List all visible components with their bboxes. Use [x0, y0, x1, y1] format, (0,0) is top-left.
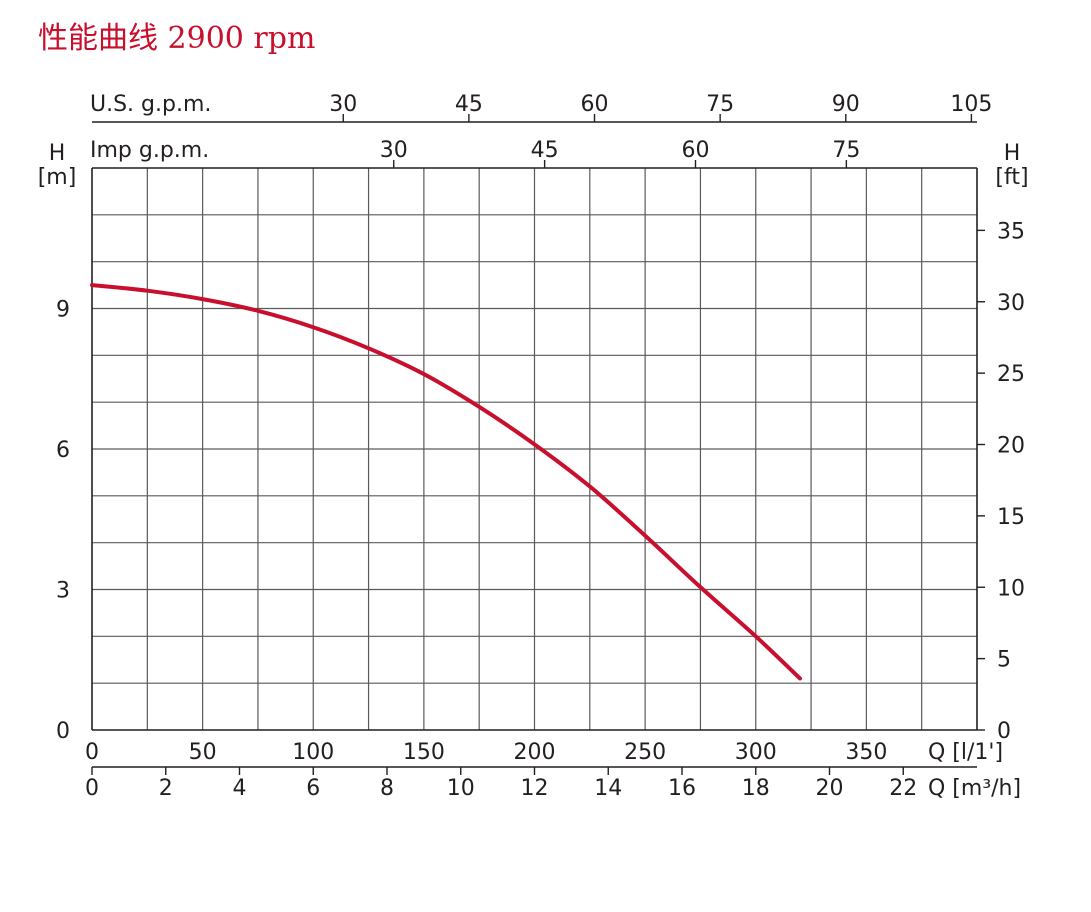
x-imp-gpm-tick-label: 45 — [531, 138, 559, 163]
x-m3h-tick-label: 4 — [233, 776, 247, 801]
x-m3h-tick-label: 18 — [742, 776, 770, 801]
x-us-gpm-tick-label: 75 — [706, 92, 734, 117]
x-lpm-tick-label: 200 — [514, 740, 556, 765]
lpm-axis-label: Q [l/1'] — [928, 740, 1003, 765]
x-m3h-tick-label: 6 — [306, 776, 320, 801]
right-axis-unit: [ft] — [995, 165, 1028, 190]
y-right-tick-label: 20 — [997, 434, 1025, 459]
x-lpm-tick-label: 0 — [85, 740, 99, 765]
chart-title: 性能曲线 2900 rpm — [38, 21, 315, 56]
x-lpm-tick-label: 150 — [403, 740, 445, 765]
x-lpm-tick-label: 250 — [624, 740, 666, 765]
x-us-gpm-tick-label: 60 — [581, 92, 609, 117]
y-right-tick-label: 25 — [997, 362, 1025, 387]
right-axis-title: H — [1004, 141, 1021, 166]
y-right-tick-label: 35 — [997, 219, 1025, 244]
x-m3h-tick-label: 2 — [159, 776, 173, 801]
x-m3h-tick-label: 0 — [85, 776, 99, 801]
x-m3h-tick-label: 14 — [594, 776, 622, 801]
left-axis-unit: [m] — [38, 165, 77, 190]
x-m3h-tick-label: 16 — [668, 776, 696, 801]
x-us-gpm-tick-label: 90 — [832, 92, 860, 117]
performance-curve — [90, 283, 802, 681]
x-m3h-tick-label: 10 — [447, 776, 475, 801]
x-imp-gpm-tick-label: 60 — [681, 138, 709, 163]
x-lpm-tick-label: 300 — [735, 740, 777, 765]
imp-gpm-axis-label: Imp g.p.m. — [90, 138, 209, 163]
y-right-tick-label: 15 — [997, 505, 1025, 530]
x-lpm-tick-label: 50 — [189, 740, 217, 765]
left-axis-title: H — [49, 141, 66, 166]
x-lpm-tick-label: 100 — [292, 740, 334, 765]
x-m3h-tick-label: 12 — [521, 776, 549, 801]
y-right-tick-label: 5 — [997, 648, 1011, 673]
axes — [91, 114, 985, 775]
y-left-tick-label: 6 — [56, 438, 70, 463]
x-imp-gpm-tick-label: 30 — [380, 138, 408, 163]
x-us-gpm-tick-label: 30 — [329, 92, 357, 117]
grid — [92, 168, 977, 730]
x-imp-gpm-tick-label: 75 — [832, 138, 860, 163]
x-us-gpm-tick-label: 105 — [950, 92, 992, 117]
y-left-tick-label: 0 — [56, 719, 70, 744]
m3h-axis-label: Q [m³/h] — [928, 776, 1021, 801]
y-left-tick-label: 9 — [56, 298, 70, 323]
y-right-tick-label: 30 — [997, 291, 1025, 316]
y-right-tick-label: 10 — [997, 576, 1025, 601]
x-us-gpm-tick-label: 45 — [455, 92, 483, 117]
x-m3h-tick-label: 20 — [816, 776, 844, 801]
y-right-tick-label: 0 — [997, 719, 1011, 744]
y-left-tick-label: 3 — [56, 579, 70, 604]
x-m3h-tick-label: 8 — [380, 776, 394, 801]
us-gpm-axis-label: U.S. g.p.m. — [90, 92, 211, 117]
series — [90, 283, 802, 681]
x-lpm-tick-label: 350 — [845, 740, 887, 765]
x-m3h-tick-label: 22 — [889, 776, 917, 801]
